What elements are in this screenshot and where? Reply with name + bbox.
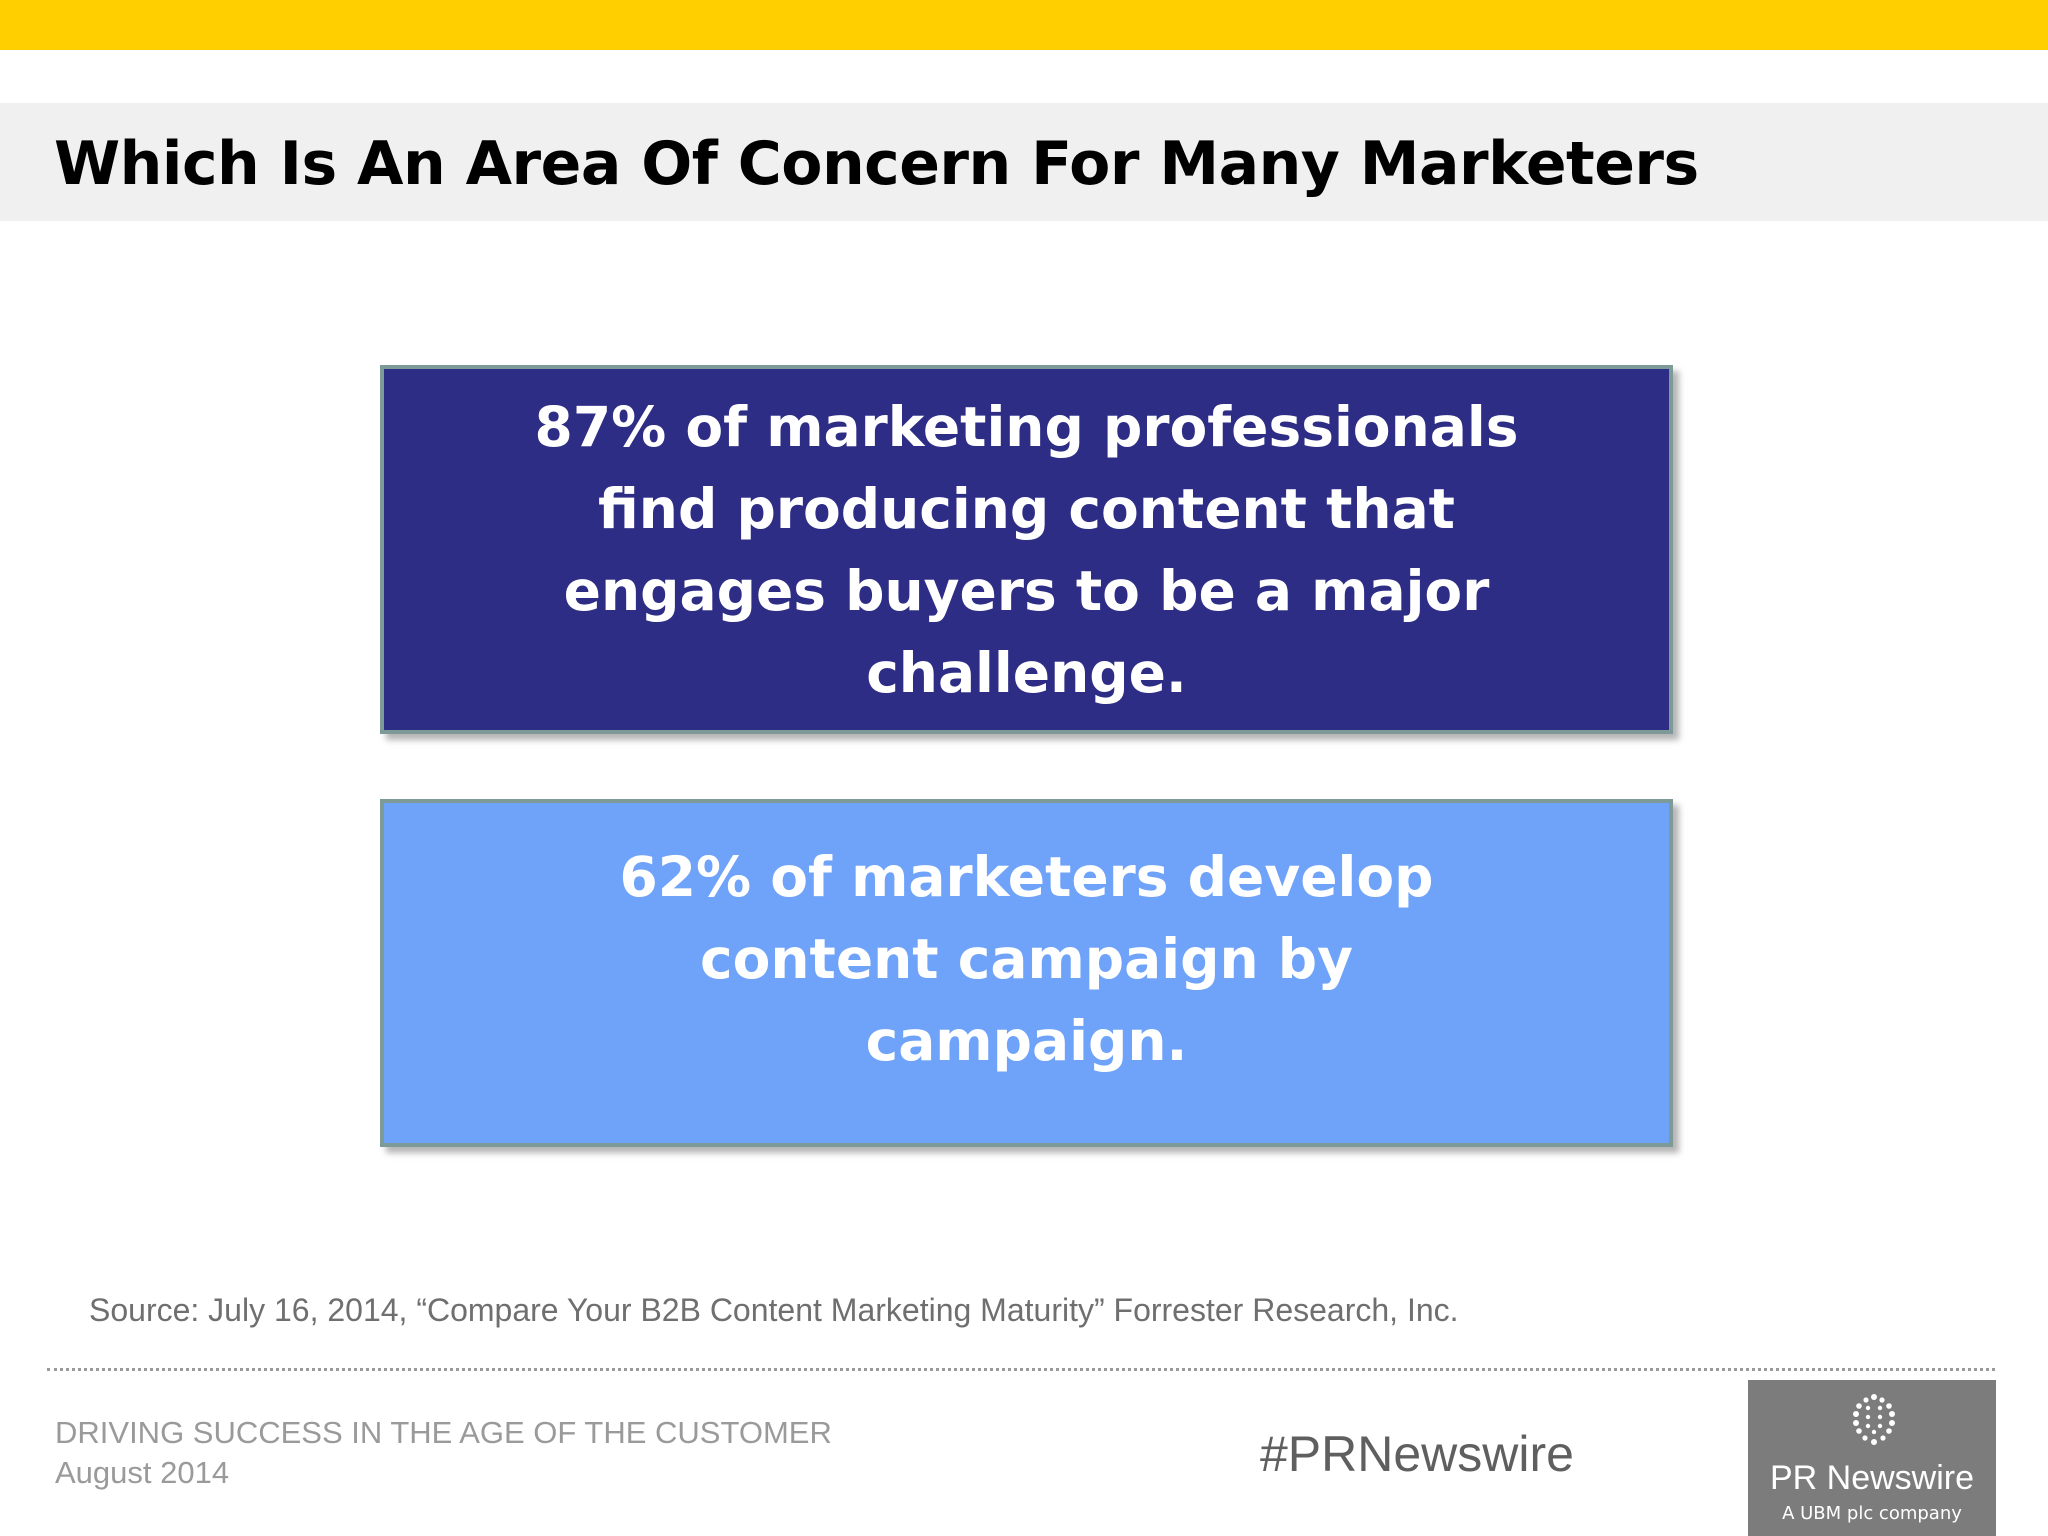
footer-divider xyxy=(47,1368,1995,1371)
logo-tagline: A UBM plc company xyxy=(1782,1503,1962,1524)
accent-bar xyxy=(0,0,2048,50)
stat-box-62-percent: 62% of marketers develop content campaig… xyxy=(380,799,1673,1147)
title-band xyxy=(0,103,2048,221)
slide-title: Which Is An Area Of Concern For Many Mar… xyxy=(54,129,1699,199)
stat-text: 62% of marketers develop content campaig… xyxy=(619,845,1434,1073)
stat-text: 87% of marketing professionals find prod… xyxy=(534,394,1519,705)
pr-newswire-logo: PR Newswire A UBM plc company xyxy=(1748,1380,1996,1536)
logo-name: PR Newswire xyxy=(1769,1459,1975,1497)
pr-newswire-dots-icon xyxy=(1853,1394,1895,1445)
source-citation: Source: July 16, 2014, “Compare Your B2B… xyxy=(89,1292,1459,1328)
stat-box-87-percent: 87% of marketing professionals find prod… xyxy=(380,365,1673,734)
hashtag: #PRNewswire xyxy=(1260,1426,1574,1482)
footer-report-title: DRIVING SUCCESS IN THE AGE OF THE CUSTOM… xyxy=(55,1415,832,1450)
footer-date: August 2014 xyxy=(55,1455,230,1490)
